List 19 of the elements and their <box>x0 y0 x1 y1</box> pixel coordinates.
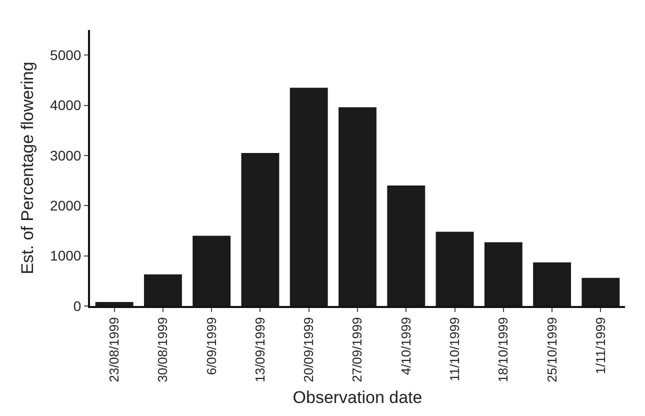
x-tick-label: 20/09/1999 <box>301 317 316 382</box>
x-tick-label: 6/09/1999 <box>204 317 219 376</box>
x-tick-label: 11/10/1999 <box>446 317 462 382</box>
x-tick-label: 30/08/1999 <box>155 317 170 382</box>
x-tick-label: 27/09/1999 <box>350 317 365 382</box>
y-tick-label: 1000 <box>50 248 82 264</box>
x-tick-label: 18/10/1999 <box>496 317 511 382</box>
x-tick-label: 1/11/1999 <box>592 317 608 374</box>
x-axis-title: Observation date <box>292 388 422 408</box>
y-axis-title: Est. of Percentage flowering <box>18 62 38 274</box>
y-tick-label: 0 <box>73 298 82 314</box>
y-tick-label: 4000 <box>50 97 82 114</box>
y-tick-label: 5000 <box>50 46 82 63</box>
x-tick-label: 13/09/1999 <box>252 317 268 382</box>
y-tick-label: 2000 <box>50 198 82 214</box>
x-tick-label: 23/08/1999 <box>106 317 122 382</box>
x-tick-label: 4/10/1999 <box>398 317 414 376</box>
y-tick-label: 3000 <box>50 147 82 164</box>
x-tick-label: 25/10/1999 <box>544 317 560 382</box>
